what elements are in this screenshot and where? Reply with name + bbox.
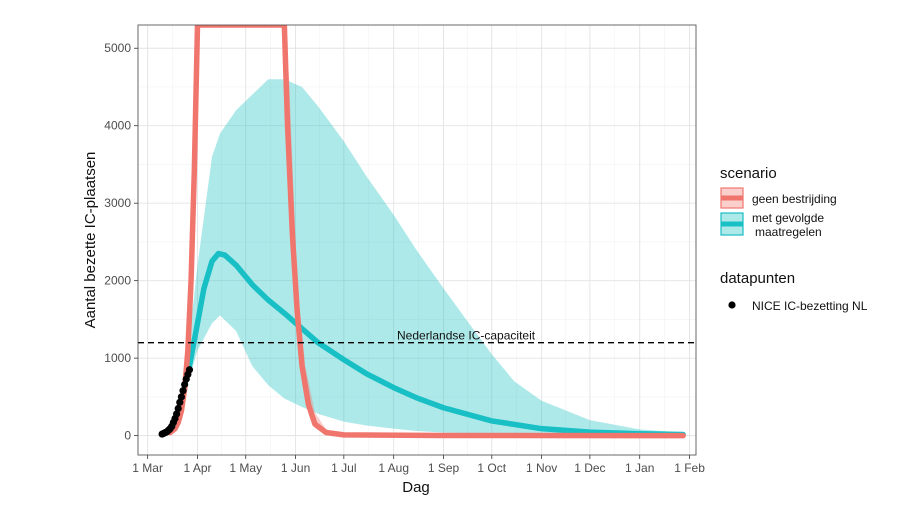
observed-point [177,393,186,401]
x-tick-label: 1 May [229,461,262,475]
legend-title-datapunten: datapunten [720,270,795,287]
observed-point [185,366,194,374]
legend-label-met-gevolgde-line1: met gevolgde [752,211,824,225]
x-tick-label: 1 Sep [428,461,460,475]
observed-point [172,410,181,418]
legend-title-scenario: scenario [720,165,777,182]
x-tick-label: 1 Jul [331,461,356,475]
y-tick-label: 2000 [104,274,131,288]
panel-border [137,24,697,456]
legend-label-geen-bestrijding: geen bestrijding [752,192,837,206]
x-tick-label: 1 Dec [574,461,605,475]
y-tick-label: 1000 [104,351,131,365]
uncertainty-bands [186,25,684,436]
x-tick-label: 1 Apr [183,461,211,475]
y-axis-title: Aantal bezette IC-plaatsen [82,152,99,329]
legend: scenario geen bestrijding met gevolgde m… [720,165,868,313]
observed-point [174,404,182,413]
x-axis-title: Dag [402,479,430,496]
line-met-gevolgde-maatregelen [186,250,686,438]
y-tick-label: 5000 [104,41,131,55]
observed-point [176,398,184,406]
x-tick-label: 1 Jan [625,461,654,475]
line-geen-bestrijding [167,25,686,439]
y-tick-label: 0 [124,429,131,443]
observed-points [158,366,194,438]
x-tick-label: 1 Aug [378,461,409,475]
capacity-line: Nederlandse IC-capaciteit [138,329,696,344]
band-met-gevolgde-maatregelen [186,79,684,436]
y-tick-label: 4000 [104,119,131,133]
y-tick-label: 3000 [104,196,131,210]
legend-label-met-gevolgde-line2: maatregelen [755,225,822,239]
capacity-label: Nederlandse IC-capaciteit [397,329,536,343]
legend-key-nice [728,301,736,309]
scenario-lines [167,25,686,439]
x-tick-label: 1 Feb [674,461,705,475]
observed-point [181,380,189,389]
x-tick-label: 1 Nov [526,461,557,475]
observed-point [179,387,187,395]
x-tick-label: 1 Mar [132,461,163,475]
x-tick-label: 1 Oct [477,461,506,475]
x-tick-label: 1 Jun [281,461,310,475]
plot-grid [138,25,696,455]
axes: 0 1000 2000 3000 4000 5000 1 Mar 1 Apr 1 May 1 Ju… [104,24,705,475]
legend-label-nice: NICE IC-bezetting NL [752,299,868,313]
